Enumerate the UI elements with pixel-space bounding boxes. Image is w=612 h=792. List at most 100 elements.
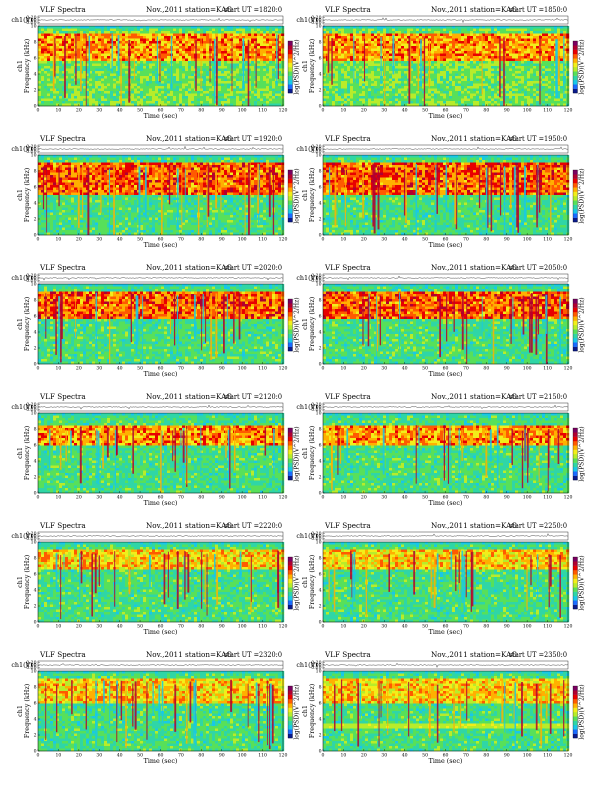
x-tick-label: 110 (543, 495, 552, 501)
y-tick-label: 4 (319, 459, 322, 465)
x-tick-label: 70 (463, 495, 469, 501)
spheric-streak (550, 555, 552, 586)
spheric-streak (331, 428, 333, 472)
colorbar-segment (573, 458, 578, 463)
x-tick-label: 50 (422, 366, 428, 372)
colorbar-segment (288, 471, 293, 476)
y-tick-label: 0 (319, 620, 322, 626)
x-axis-label: Time (sec) (429, 241, 463, 249)
colorbar-segment (573, 476, 578, 481)
spheric-streak (258, 684, 259, 742)
colorbar-segment (573, 325, 578, 330)
x-tick-label: 10 (55, 624, 61, 630)
colorbar-segment (288, 592, 293, 597)
x-tick-label: 80 (198, 237, 204, 243)
y-tick-label: 0 (34, 233, 37, 239)
spheric-streak (152, 682, 153, 715)
panel-title: VLF Spectra (39, 392, 86, 401)
spheric-streak (55, 297, 56, 355)
colorbar-segment (288, 174, 293, 179)
panel-title: VLF Spectra (324, 134, 371, 143)
spheric-streak (95, 681, 97, 747)
spheric-streak (134, 39, 135, 80)
spheric-streak (345, 169, 346, 227)
panel-start-time: start UT =2320:0 (224, 650, 282, 659)
spheric-streak (535, 298, 537, 355)
y-tick-label: 4 (34, 330, 37, 336)
spectrogram-cells (323, 413, 569, 493)
channel-label: ch1 (301, 447, 309, 459)
x-tick-label: 20 (361, 237, 367, 243)
x-tick-label: 100 (523, 495, 532, 501)
spheric-streak (454, 295, 455, 332)
x-tick-label: 0 (322, 753, 325, 759)
spheric-streak (493, 294, 495, 364)
colorbar-segment (288, 312, 293, 317)
y-tick-label: 0 (34, 749, 37, 755)
x-tick-label: 100 (238, 366, 247, 372)
x-tick-label: 80 (198, 624, 204, 630)
colorbar-segment (573, 441, 578, 446)
spheric-streak (240, 552, 242, 580)
y-tick-label: 2 (34, 733, 37, 739)
colorbar-segment (288, 187, 293, 192)
colorbar-segment (573, 316, 578, 321)
spheric-streak (248, 684, 249, 728)
x-tick-label: 20 (361, 624, 367, 630)
x-tick-label: 110 (258, 624, 267, 630)
x-tick-label: 100 (238, 495, 247, 501)
colorbar-segment (573, 54, 578, 59)
spheric-streak (60, 555, 61, 619)
trace-axis-label: ch1(V) (296, 403, 317, 411)
spheric-streak (171, 36, 172, 90)
spheric-streak (95, 554, 97, 594)
y-tick-label: 4 (319, 201, 322, 207)
colorbar-segment (288, 703, 293, 708)
x-tick-label: 110 (258, 366, 267, 372)
x-tick-label: 90 (219, 495, 225, 501)
spheric-streak (559, 297, 561, 364)
spheric-streak (265, 427, 267, 456)
spheric-streak (387, 680, 388, 735)
spheric-streak (256, 682, 258, 731)
spheric-streak (113, 168, 115, 235)
y-tick-label: 6 (34, 701, 37, 707)
panel-start-time: start UT =2220:0 (224, 521, 282, 530)
spheric-streak (125, 680, 126, 748)
vlf-spectra-figure: VLF Spectra Nov.,2011 station=KAGstart UT … (0, 0, 612, 792)
trace-axis-label: ch1(V) (296, 274, 317, 282)
spheric-streak (376, 295, 377, 362)
y-tick-label: 0 (34, 104, 37, 110)
colorbar-segment (288, 566, 293, 571)
spectrogram-cells (38, 542, 284, 622)
y-tick-label: 0 (34, 491, 37, 497)
x-tick-label: 10 (55, 495, 61, 501)
x-tick-label: 50 (137, 495, 143, 501)
x-tick-label: 30 (96, 495, 102, 501)
colorbar-segment (288, 303, 293, 308)
panel-title: VLF Spectra (324, 650, 371, 659)
spheric-streak (200, 426, 201, 476)
spheric-streak (45, 683, 46, 740)
x-tick-label: 70 (463, 366, 469, 372)
spheric-streak (172, 430, 173, 461)
spheric-streak (273, 168, 274, 235)
spheric-streak (538, 295, 539, 335)
spheric-streak (459, 552, 460, 583)
colorbar-segment (573, 334, 578, 339)
spheric-streak (99, 555, 100, 586)
spheric-streak (177, 295, 178, 355)
spheric-streak (352, 554, 353, 613)
x-tick-label: 40 (117, 237, 123, 243)
spheric-streak (109, 169, 110, 235)
x-tick-label: 20 (76, 753, 82, 759)
x-tick-label: 50 (137, 753, 143, 759)
x-tick-label: 70 (178, 237, 184, 243)
colorbar-label: log(PSD)(V^2/Hz) (579, 39, 586, 94)
x-tick-label: 80 (483, 366, 489, 372)
x-tick-label: 0 (322, 495, 325, 501)
colorbar-segment (573, 592, 578, 597)
spheric-streak (444, 425, 445, 480)
